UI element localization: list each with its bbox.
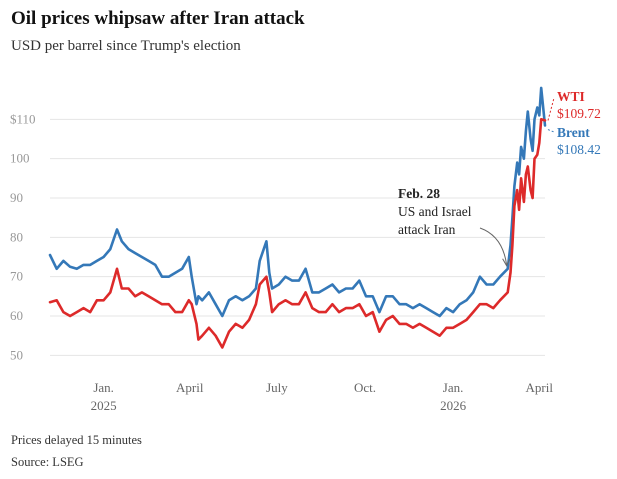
series-labels: WTI $109.72 Brent $108.42 xyxy=(547,89,601,157)
footer-source: Source: LSEG xyxy=(11,455,84,469)
y-tick-label: 70 xyxy=(10,269,23,284)
chart-title: Oil prices whipsaw after Iran attack xyxy=(11,8,305,29)
annotation-arrowhead xyxy=(502,258,511,267)
y-axis-ticks: 50 60 70 80 90 100 $110 xyxy=(10,111,36,362)
wti-leader-line xyxy=(547,97,555,121)
x-tick-label: Oct. xyxy=(354,380,376,395)
brent-series-line xyxy=(48,86,547,318)
brent-last-value: $108.42 xyxy=(557,142,601,157)
wti-last-value: $109.72 xyxy=(557,106,601,121)
y-tick-label: 100 xyxy=(10,151,30,166)
y-tick-label: 50 xyxy=(10,347,23,362)
wti-label: WTI xyxy=(557,89,585,104)
y-tick-label: 80 xyxy=(10,229,23,244)
brent-leader-line xyxy=(547,129,555,133)
brent-label: Brent xyxy=(557,125,590,140)
footer-note: Prices delayed 15 minutes xyxy=(11,433,142,447)
x-tick-year: 2026 xyxy=(440,398,467,413)
chart-subtitle: USD per barrel since Trump's election xyxy=(11,38,241,54)
x-axis-ticks: Jan. 2025 April July Oct. Jan. 2026 April xyxy=(91,380,554,413)
wti-series-line xyxy=(48,118,547,349)
y-tick-label: 60 xyxy=(10,308,23,323)
annotation: Feb. 28 US and Israel attack Iran xyxy=(398,186,511,267)
y-tick-label: 90 xyxy=(10,190,23,205)
x-tick-label: April xyxy=(176,380,204,395)
annotation-arrow xyxy=(479,227,508,265)
x-tick-label: April xyxy=(526,380,554,395)
x-tick-label: Jan. xyxy=(443,380,464,395)
x-tick-label: July xyxy=(266,380,288,395)
x-tick-year: 2025 xyxy=(91,398,117,413)
x-tick-label: Jan. xyxy=(93,380,114,395)
annotation-line-2: attack Iran xyxy=(398,222,456,237)
series-lines xyxy=(48,86,547,349)
annotation-line-1: US and Israel xyxy=(398,204,472,219)
annotation-title: Feb. 28 xyxy=(398,186,440,201)
y-tick-label: $110 xyxy=(10,111,36,126)
grid-lines xyxy=(50,118,545,356)
